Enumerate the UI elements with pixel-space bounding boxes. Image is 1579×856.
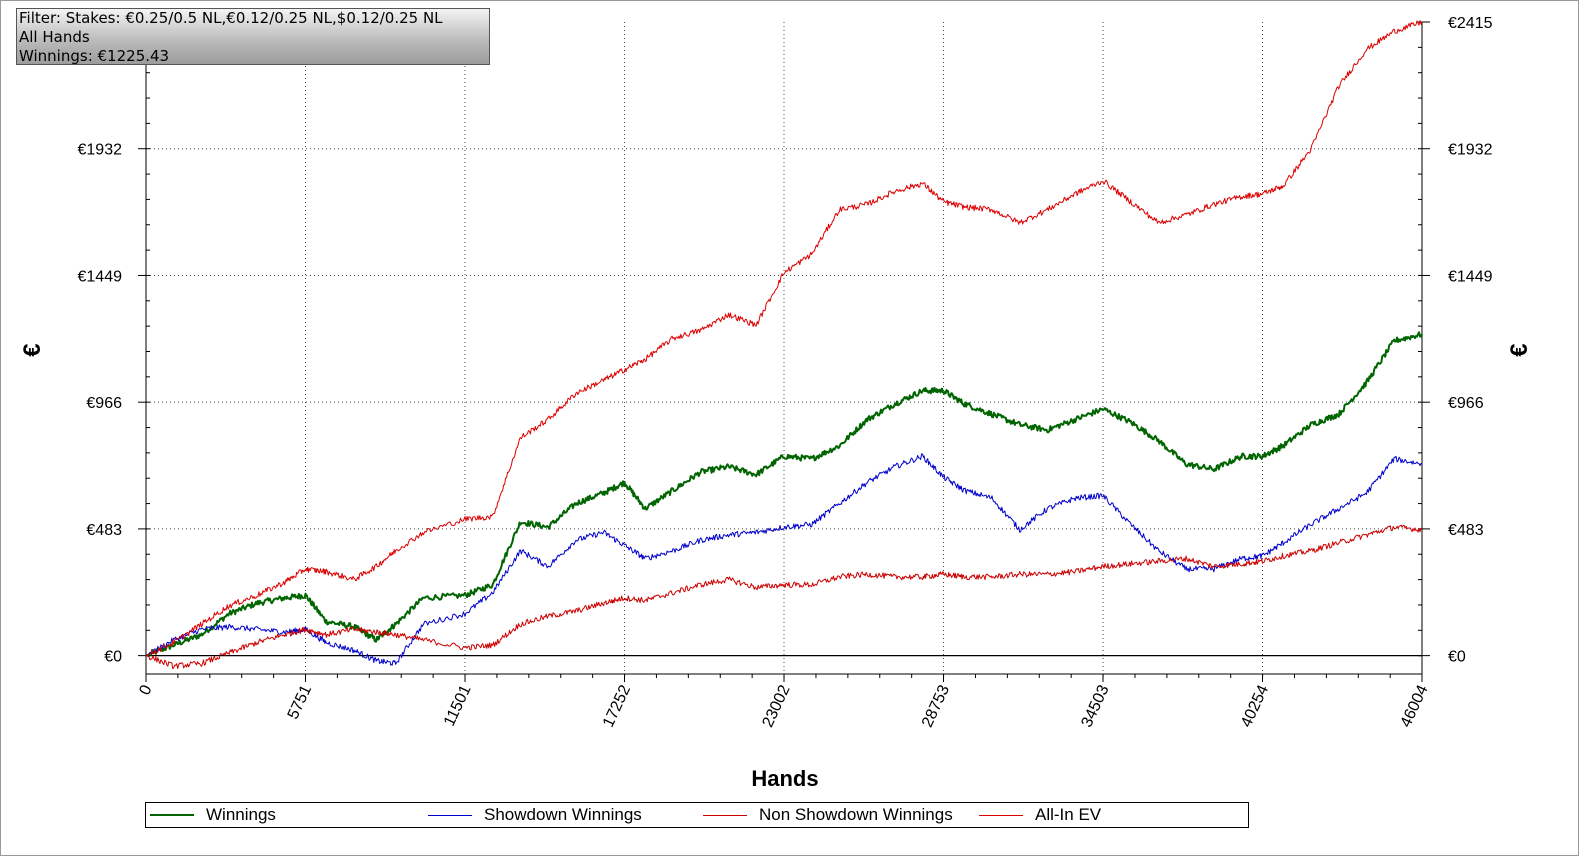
legend-item-non-showdown-winnings: Non Showdown Winnings [703, 803, 953, 827]
legend-item-winnings: Winnings [150, 803, 276, 827]
y-tick-label-left: €966 [86, 395, 122, 412]
legend-label: Non Showdown Winnings [759, 805, 953, 824]
series-line-winnings [145, 331, 1423, 657]
filter-text: Filter: Stakes: €0.25/0.5 NL,€0.12/0.25 … [19, 9, 443, 27]
x-tick-label: 40254 [1238, 682, 1272, 730]
y-axis-title-left: € [19, 343, 46, 356]
y-tick-label-right: €1932 [1448, 142, 1493, 159]
legend-label: Showdown Winnings [484, 805, 642, 824]
x-tick-label: 0 [136, 682, 155, 697]
x-tick-label: 34503 [1078, 682, 1112, 730]
y-tick-label-left: €483 [86, 522, 122, 539]
x-tick-label: 5751 [285, 682, 315, 722]
y-tick-label-right: €0 [1448, 649, 1466, 666]
legend-label: Winnings [206, 805, 276, 824]
x-axis-title: Hands [751, 766, 818, 791]
y-tick-label-left: €1932 [78, 142, 123, 159]
legend: Winnings Showdown Winnings Non Showdown … [145, 802, 1249, 828]
legend-swatch [428, 814, 472, 816]
series-line-non-showdown-winnings [145, 524, 1423, 670]
hands-filter-text: All Hands [19, 28, 90, 46]
series-line-showdown-winnings [145, 453, 1423, 666]
y-tick-label-left: €1449 [78, 268, 123, 285]
x-tick-label: 23002 [759, 682, 793, 730]
legend-swatch [703, 814, 747, 816]
y-tick-label-right: €966 [1448, 395, 1484, 412]
legend-swatch [979, 814, 1023, 816]
filter-info-box: Filter: Stakes: €0.25/0.5 NL,€0.12/0.25 … [16, 8, 490, 65]
y-tick-label-right: €1449 [1448, 268, 1493, 285]
series-line-all-in-ev [145, 20, 1423, 657]
winnings-total-text: Winnings: €1225.43 [19, 47, 170, 65]
x-tick-label: 11501 [441, 682, 475, 729]
axes: 0 5751 11501 17252 23002 28753 34503 40254 46004… [78, 15, 1493, 730]
legend-label: All-In EV [1035, 805, 1102, 824]
series-layer [145, 20, 1423, 670]
x-tick-label: 46004 [1397, 682, 1431, 730]
legend-swatch [150, 814, 194, 816]
x-tick-label: 28753 [919, 682, 953, 730]
legend-item-showdown-winnings: Showdown Winnings [428, 803, 642, 827]
y-axis-title-right: € [1506, 343, 1533, 356]
y-tick-label-right: €2415 [1448, 15, 1493, 32]
y-tick-label-right: €483 [1448, 522, 1484, 539]
x-tick-label: 17252 [600, 682, 634, 730]
legend-item-all-in-ev: All-In EV [979, 803, 1101, 827]
y-tick-label-left: €0 [104, 649, 122, 666]
grid [146, 22, 1422, 674]
